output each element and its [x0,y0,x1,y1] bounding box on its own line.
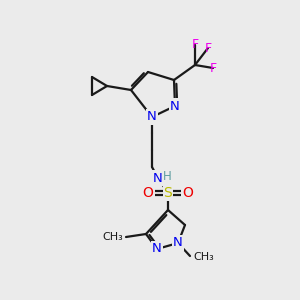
Text: CH₃: CH₃ [193,252,214,262]
Text: O: O [142,186,153,200]
Text: F: F [191,38,199,52]
Text: CH₃: CH₃ [102,232,123,242]
Text: F: F [204,41,211,55]
Text: S: S [164,186,172,200]
Text: O: O [183,186,194,200]
Text: N: N [173,236,183,250]
Text: N: N [153,172,163,184]
Text: F: F [209,61,217,74]
Text: H: H [163,170,171,184]
Text: N: N [170,100,180,112]
Text: N: N [152,242,162,256]
Text: N: N [147,110,157,124]
